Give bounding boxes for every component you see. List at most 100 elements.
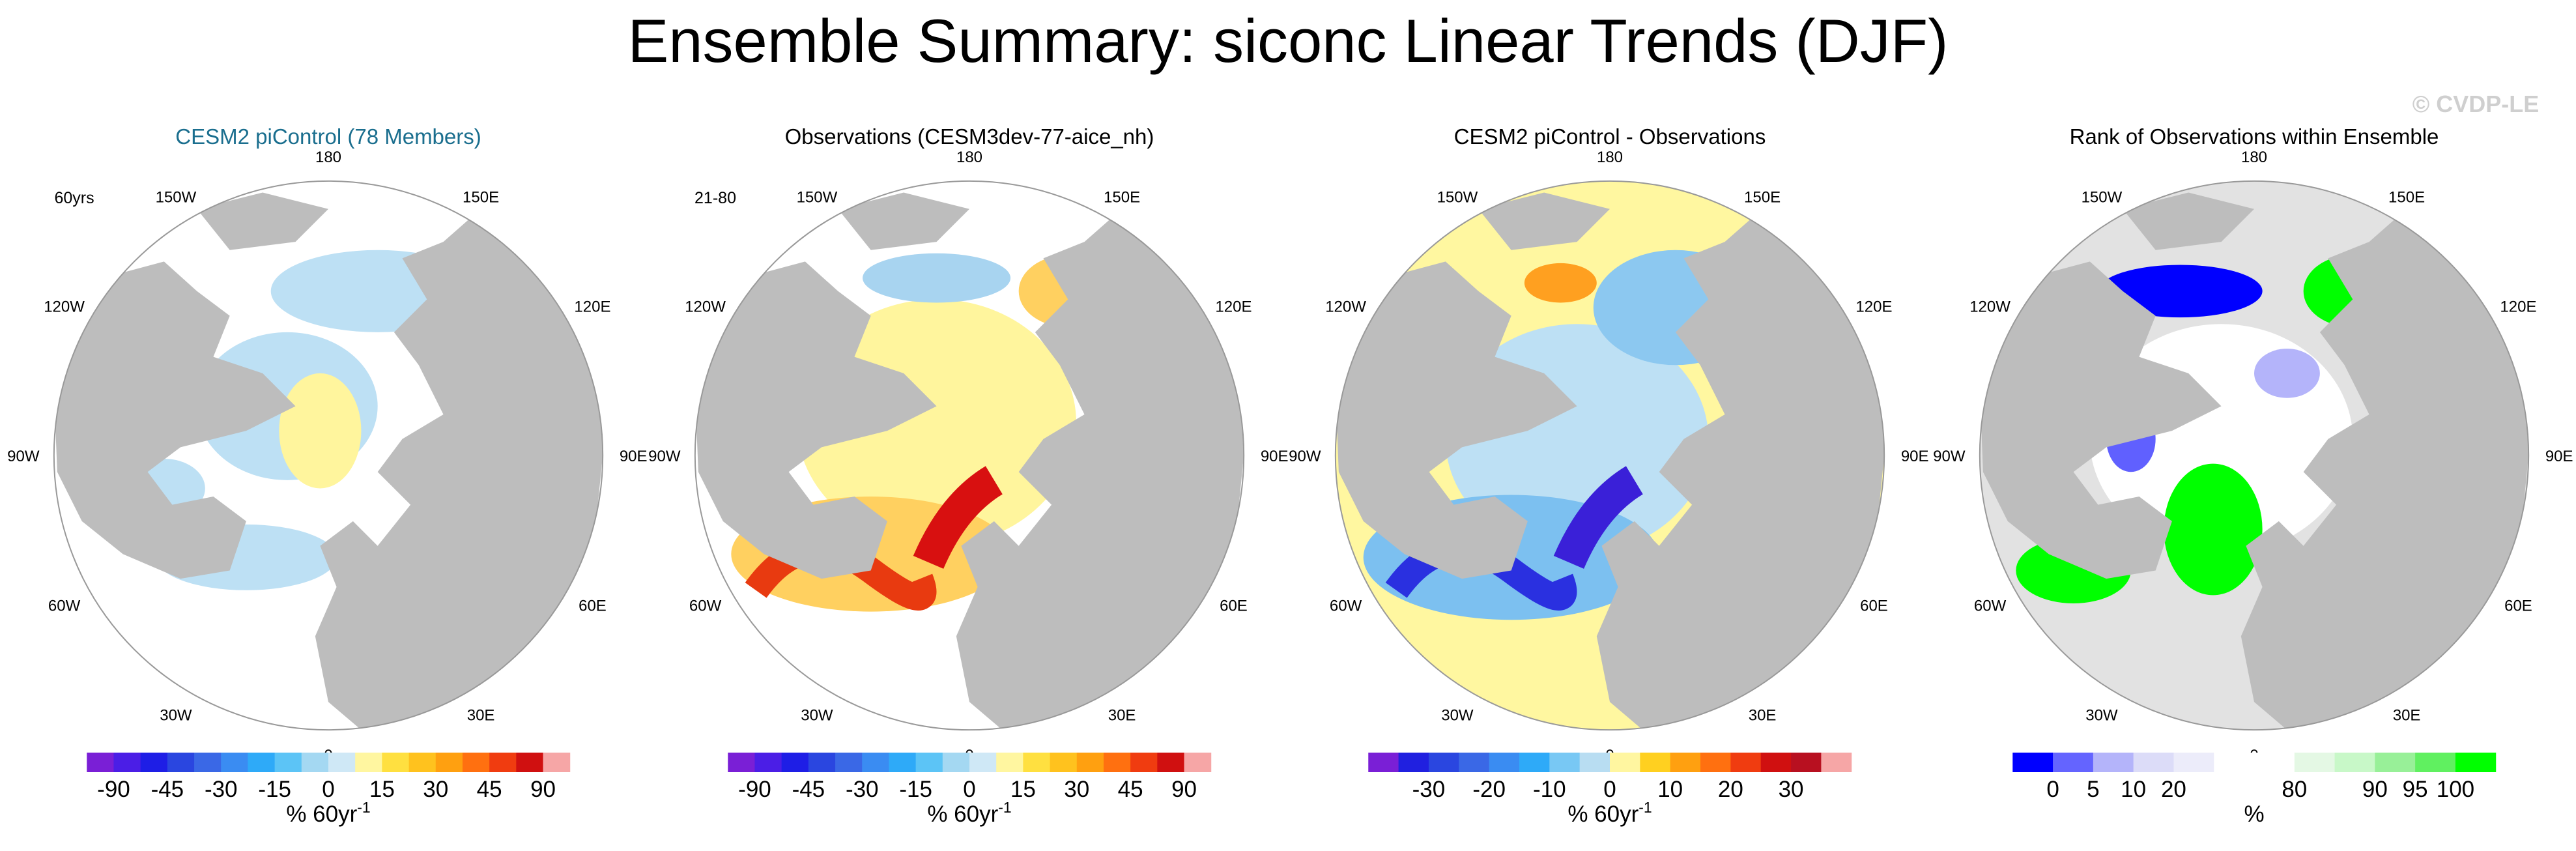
- land: [838, 192, 969, 250]
- land: [694, 261, 937, 579]
- colorbar-box: [301, 753, 329, 772]
- colorbar-box: [382, 753, 410, 772]
- colorbar-box: [1050, 753, 1078, 772]
- longitude-label: 90E: [1901, 448, 1929, 465]
- sea-ice-region: [1524, 263, 1597, 303]
- colorbar-label: -15: [899, 777, 932, 802]
- colorbar-label: 30: [1779, 777, 1804, 802]
- colorbar-box: [2053, 753, 2094, 772]
- colorbar-label: 20: [1718, 777, 1743, 802]
- watermark: © CVDP-LE: [2412, 91, 2540, 117]
- longitude-label: 120W: [1325, 298, 1366, 315]
- colorbar-label: 10: [1657, 777, 1683, 802]
- sea-ice-region: [863, 253, 1011, 303]
- longitude-label: 60E: [1860, 598, 1888, 615]
- colorbar-label: 15: [369, 777, 395, 802]
- colorbar-unit: % 60yr-1: [1567, 799, 1652, 827]
- colorbar-box: [2375, 753, 2416, 772]
- longitude-label: 150W: [156, 188, 197, 206]
- colorbar-box: [489, 753, 517, 772]
- colorbar-label: 20: [2161, 777, 2186, 802]
- longitude-label: 120E: [574, 298, 610, 315]
- longitude-label: 150E: [463, 188, 499, 206]
- panel-title: Observations (CESM3dev-77-aice_nh): [785, 124, 1154, 149]
- panel-title: CESM2 piControl (78 Members): [175, 124, 481, 149]
- colorbar-label: 30: [423, 777, 448, 802]
- colorbar-label: -30: [205, 777, 238, 802]
- colorbar-box: [1640, 753, 1671, 772]
- land: [53, 261, 296, 579]
- unit-superscript: -1: [1639, 799, 1652, 816]
- panel-title: Rank of Observations within Ensemble: [2070, 124, 2439, 149]
- colorbar-box: [1610, 753, 1640, 772]
- colorbar-label: 10: [2121, 777, 2146, 802]
- sea-ice-region: [279, 373, 362, 489]
- colorbar-box: [889, 753, 917, 772]
- colorbar-box: [1670, 753, 1701, 772]
- colorbar-box: [462, 753, 490, 772]
- colorbar-label: -30: [846, 777, 879, 802]
- colorbar-label: 0: [2046, 777, 2059, 802]
- longitude-label: 30W: [1441, 707, 1474, 725]
- land: [1335, 261, 1577, 579]
- colorbar-box: [996, 753, 1023, 772]
- longitude-label: 120E: [2500, 298, 2536, 315]
- colorbar-label: 90: [530, 777, 556, 802]
- map-outline: [694, 180, 1245, 731]
- colorbar-box: [274, 753, 302, 772]
- map: [53, 180, 603, 730]
- unit-text: % 60yr: [286, 801, 357, 827]
- longitude-label: 60W: [48, 598, 81, 615]
- colorbar-box: [194, 753, 222, 772]
- longitude-label: 90W: [1289, 448, 1321, 465]
- longitude-label: 30E: [1108, 707, 1136, 725]
- longitude-label: 30E: [2393, 707, 2421, 725]
- longitude-label: 90E: [1261, 448, 1289, 465]
- longitude-label: 180: [315, 149, 341, 166]
- colorbar-box: [1368, 753, 1399, 772]
- map-panel: CESM2 piControl (78 Members) 60yrs 180 150E…: [7, 124, 647, 827]
- colorbar-label: -30: [1412, 777, 1446, 802]
- sea-ice-region: [2164, 463, 2263, 596]
- colorbar-unit: %: [2244, 801, 2264, 827]
- colorbar-box: [2334, 753, 2375, 772]
- unit-superscript: -1: [998, 799, 1011, 816]
- map-panel: Observations (CESM3dev-77-aice_nh) 21-80 1…: [648, 124, 1288, 827]
- colorbar-box: [1398, 753, 1429, 772]
- colorbar-box: [408, 753, 436, 772]
- longitude-label: 30E: [467, 707, 495, 725]
- colorbar-box: [1519, 753, 1550, 772]
- colorbar-box: [1700, 753, 1731, 772]
- colorbar-box: [87, 753, 114, 772]
- colorbar-box: [167, 753, 195, 772]
- longitude-label: 60W: [1330, 598, 1362, 615]
- colorbar-label: 90: [2362, 777, 2388, 802]
- map: [694, 180, 1244, 730]
- map-outline: [53, 180, 604, 731]
- colorbar-box: [248, 753, 276, 772]
- colorbar-unit: % 60yr-1: [286, 799, 370, 827]
- colorbar-box: [516, 753, 544, 772]
- colorbar-box: [435, 753, 463, 772]
- longitude-label: 30E: [1749, 707, 1777, 725]
- longitude-label: 150E: [1104, 188, 1140, 206]
- colorbar-box: [835, 753, 863, 772]
- longitude-label: 180: [2241, 149, 2267, 166]
- colorbar-label: -45: [792, 777, 825, 802]
- colorbar-label: 90: [1171, 777, 1197, 802]
- colorbar-label: -15: [258, 777, 291, 802]
- sea-ice-region: [913, 466, 1003, 570]
- longitude-label: 120E: [1855, 298, 1892, 315]
- colorbar-box: [1821, 753, 1852, 772]
- colorbar-box: [1791, 753, 1822, 772]
- longitude-label: 30W: [801, 707, 833, 725]
- colorbar-box: [808, 753, 836, 772]
- unit-text: % 60yr: [1567, 801, 1639, 827]
- colorbar-box: [1157, 753, 1185, 772]
- colorbar-box: [221, 753, 248, 772]
- corner-label: 21-80: [694, 189, 736, 207]
- colorbar-box: [1130, 753, 1158, 772]
